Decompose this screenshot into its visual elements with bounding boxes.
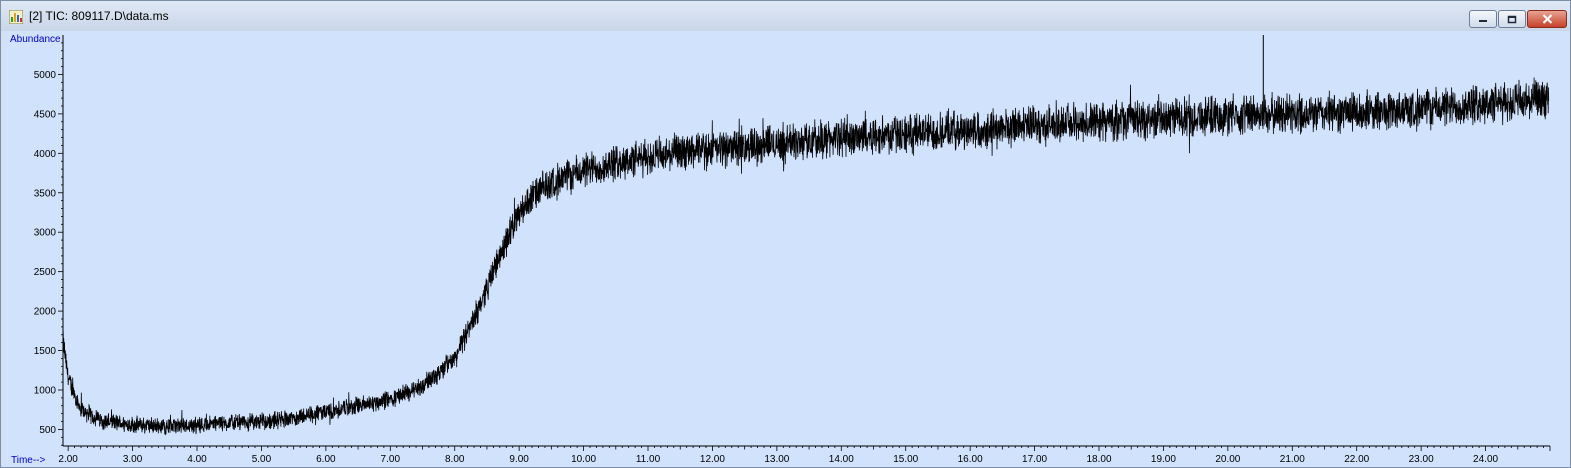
x-tick-label: 22.00 <box>1344 454 1369 465</box>
maximize-icon <box>1507 15 1517 23</box>
x-tick-label: 10.00 <box>571 454 596 465</box>
y-tick-label: 4000 <box>34 149 57 160</box>
x-tick-label: 11.00 <box>636 454 661 465</box>
minimize-button[interactable] <box>1469 10 1497 28</box>
x-tick-label: 20.00 <box>1215 454 1240 465</box>
y-tick-label: 1000 <box>34 385 57 396</box>
y-tick-label: 5000 <box>34 70 57 81</box>
y-tick-label: 1500 <box>34 346 57 357</box>
y-tick-label: 2500 <box>34 267 57 278</box>
minimize-icon <box>1479 20 1487 22</box>
maximize-button[interactable] <box>1498 10 1526 28</box>
x-tick-label: 16.00 <box>958 454 983 465</box>
y-tick-label: 2000 <box>34 307 57 318</box>
x-tick-label: 24.00 <box>1473 454 1498 465</box>
chromatogram-chart[interactable]: 500100015002000250030003500400045005000 … <box>3 31 1568 467</box>
y-axis-label: Abundance <box>10 34 61 45</box>
y-axis: 500 1000 1500 2000 2500 3000 3500 4000 4500 5000 <box>34 35 64 446</box>
x-tick-label: 5.00 <box>252 454 272 465</box>
x-tick-label: 8.00 <box>445 454 465 465</box>
x-tick-label: 9.00 <box>509 454 529 465</box>
close-button[interactable] <box>1527 10 1567 28</box>
x-tick-label: 17.00 <box>1022 454 1047 465</box>
x-tick-label: 14.00 <box>829 454 854 465</box>
y-tick-label: 3500 <box>34 188 57 199</box>
x-tick-label: 23.00 <box>1409 454 1434 465</box>
x-tick-label: 4.00 <box>187 454 207 465</box>
x-tick-label: 12.00 <box>700 454 725 465</box>
x-axis: 2.00 3.00 4.00 5.00 6.00 7.00 8.00 9.00 10.00 11.… <box>58 445 1551 465</box>
x-tick-label: 21.00 <box>1280 454 1305 465</box>
x-tick-label: 15.00 <box>893 454 918 465</box>
tic-trace <box>62 77 1550 436</box>
close-icon <box>1542 14 1552 24</box>
chromatogram-icon <box>9 10 23 24</box>
x-axis-label: Time--> <box>11 455 46 466</box>
x-tick-label: 18.00 <box>1086 454 1111 465</box>
y-tick-label: 4500 <box>34 109 57 120</box>
x-tick-label: 7.00 <box>381 454 401 465</box>
plot-area[interactable]: 500 1000 1500 2000 2500 3000 3500 4000 4500 5000 … <box>3 31 1568 467</box>
y-tick-label: 500 <box>39 425 56 436</box>
window-title: [2] TIC: 809117.D\data.ms <box>29 9 169 23</box>
title-bar[interactable]: [2] TIC: 809117.D\data.ms <box>1 1 1570 31</box>
x-tick-label: 19.00 <box>1151 454 1176 465</box>
x-tick-label: 13.00 <box>764 454 789 465</box>
y-tick-label: 3000 <box>34 228 57 239</box>
x-tick-label: 6.00 <box>316 454 336 465</box>
x-tick-label: 3.00 <box>123 454 143 465</box>
x-tick-label: 2.00 <box>58 454 78 465</box>
